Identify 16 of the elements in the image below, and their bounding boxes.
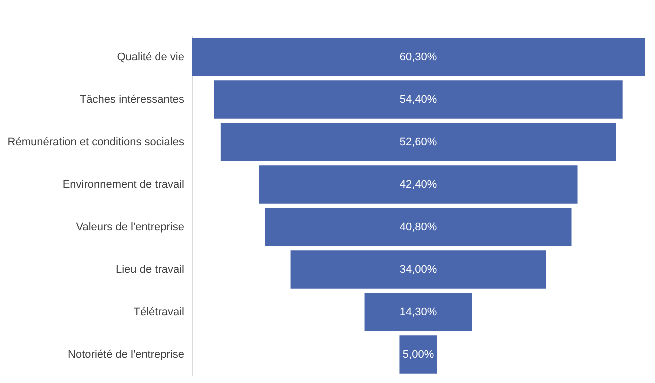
category-label: Qualité de vie (117, 51, 184, 64)
data-label: 52,60% (400, 136, 438, 148)
data-label: 34,00% (400, 264, 438, 276)
category-label: Environnement de travail (62, 178, 184, 191)
category-label: Rémunération et conditions sociales (8, 136, 185, 148)
category-label: Télétravail (134, 306, 184, 318)
category-label: Notoriété de l'entreprise (68, 348, 184, 361)
category-label: Valeurs de l'entreprise (76, 221, 184, 234)
data-label: 42,40% (400, 178, 438, 191)
data-label: 54,40% (400, 94, 438, 106)
data-label: 60,30% (400, 51, 438, 64)
category-label: Lieu de travail (116, 264, 184, 276)
category-label: Tâches intéressantes (80, 94, 185, 106)
data-label: 14,30% (400, 306, 438, 318)
data-label: 5,00% (402, 348, 434, 361)
data-label: 40,80% (400, 221, 438, 234)
